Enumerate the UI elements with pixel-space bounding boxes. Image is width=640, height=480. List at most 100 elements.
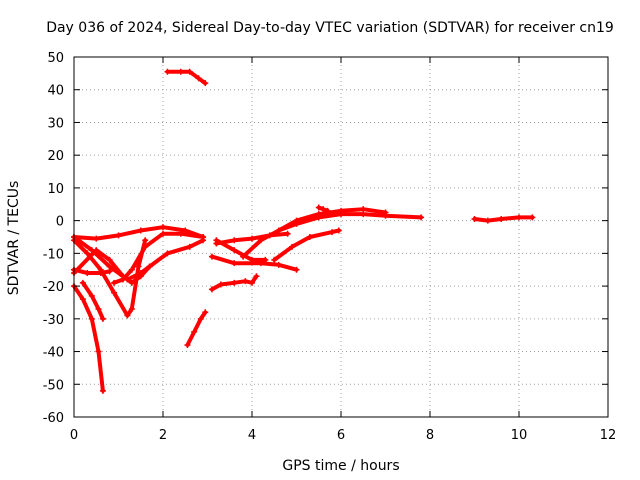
grid-lines <box>74 57 608 417</box>
data-point-marker <box>217 281 224 288</box>
y-tick-label: -50 <box>43 378 64 393</box>
data-point-marker <box>124 312 131 319</box>
series-arc7 <box>80 280 105 321</box>
data-point-marker <box>315 211 322 218</box>
chart-title: Day 036 of 2024, Sidereal Day-to-day VTE… <box>46 20 614 36</box>
data-point-marker <box>231 237 238 244</box>
series-arc17 <box>276 207 388 233</box>
data-point-marker <box>79 296 86 303</box>
data-point-marker <box>137 227 144 234</box>
data-point-marker <box>293 266 300 273</box>
data-point-marker <box>97 270 104 276</box>
y-tick-label: 30 <box>47 116 64 131</box>
data-point-marker <box>93 235 100 242</box>
data-point-marker <box>289 243 296 250</box>
data-point-marker <box>329 229 336 236</box>
data-point-marker <box>84 270 91 276</box>
data-point-marker <box>257 237 264 244</box>
data-point-marker <box>324 207 331 214</box>
data-point-marker <box>160 224 166 231</box>
x-tick-label: 6 <box>337 428 345 443</box>
data-point-marker <box>249 279 255 286</box>
data-point-marker <box>516 214 522 221</box>
data-point-marker <box>191 328 198 335</box>
y-tick-label: 20 <box>47 149 64 164</box>
x-tick-label: 0 <box>70 428 78 443</box>
data-point-marker <box>95 348 102 355</box>
data-point-marker <box>231 279 238 286</box>
x-tick-label: 10 <box>511 428 528 443</box>
data-point-marker <box>231 247 238 254</box>
data-point-marker <box>253 273 260 280</box>
series-arc4 <box>72 267 112 275</box>
data-point-marker <box>249 235 255 242</box>
data-point-marker <box>240 253 247 260</box>
data-point-marker <box>93 247 100 254</box>
data-point-marker <box>142 243 149 250</box>
y-tick-label: -30 <box>43 313 64 328</box>
data-point-marker <box>99 315 106 322</box>
data-point-marker <box>338 207 344 214</box>
data-point-marker <box>137 273 144 280</box>
data-point-marker <box>160 230 166 237</box>
data-point-marker <box>84 250 91 257</box>
y-tick-label: -40 <box>43 346 64 361</box>
data-point-marker <box>293 217 300 224</box>
data-point-marker <box>315 204 322 211</box>
data-point-marker <box>111 279 118 286</box>
data-point-marker <box>195 75 202 82</box>
data-point-marker <box>197 315 204 322</box>
data-point-marker <box>484 217 491 224</box>
data-point-marker <box>498 216 505 222</box>
data-point-marker <box>186 68 193 75</box>
y-tick-label: 10 <box>47 182 64 197</box>
data-point-marker <box>257 260 264 267</box>
data-point-marker <box>208 253 215 260</box>
axes: 0 2 4 6 8 10 12 -60 -50 -40 -30 -20 -10 0 10 20 30 40 50 <box>43 51 617 443</box>
data-point-marker <box>202 80 209 87</box>
data-point-marker <box>360 206 367 213</box>
y-tick-label: 0 <box>56 215 64 230</box>
y-axis-label: SDTVAR / TECUs <box>6 181 22 296</box>
data-point-marker <box>335 227 342 234</box>
data-point-marker <box>99 387 106 394</box>
data-point-marker <box>106 256 113 263</box>
data-point-marker <box>106 268 113 275</box>
x-tick-label: 8 <box>426 428 434 443</box>
data-point-marker <box>202 309 209 316</box>
y-tick-label: -60 <box>43 411 64 426</box>
y-tick-label: 40 <box>47 84 64 99</box>
data-point-marker <box>128 279 135 286</box>
data-point-marker <box>164 68 171 75</box>
data-point-marker <box>177 68 184 75</box>
x-tick-label: 12 <box>600 428 617 443</box>
data-point-marker <box>231 260 238 267</box>
data-point-marker <box>115 232 122 239</box>
series-arc9 <box>165 69 208 86</box>
data-point-marker <box>119 276 126 283</box>
data-point-marker <box>164 250 171 257</box>
y-tick-label: 50 <box>47 51 64 66</box>
data-point-marker <box>200 234 207 240</box>
data-point-marker <box>128 306 135 312</box>
data-point-marker <box>382 209 389 216</box>
series-arc10 <box>185 310 208 347</box>
x-axis-label: GPS time / hours <box>282 458 399 474</box>
data-point-marker <box>88 315 95 322</box>
data-point-marker <box>271 256 278 263</box>
data-point-marker <box>208 286 215 293</box>
data-point-marker <box>88 292 95 299</box>
data-point-marker <box>142 237 149 244</box>
data-point-marker <box>146 263 153 270</box>
x-tick-label: 2 <box>159 428 167 443</box>
series-arc6 <box>72 284 105 393</box>
data-point-marker <box>135 263 142 270</box>
data-point-marker <box>95 306 102 312</box>
data-point-marker <box>177 230 184 237</box>
data-point-marker <box>242 278 249 285</box>
data-point-marker <box>186 243 193 250</box>
data-point-marker <box>79 279 86 286</box>
data-point-marker <box>275 261 282 268</box>
data-series <box>71 68 536 394</box>
